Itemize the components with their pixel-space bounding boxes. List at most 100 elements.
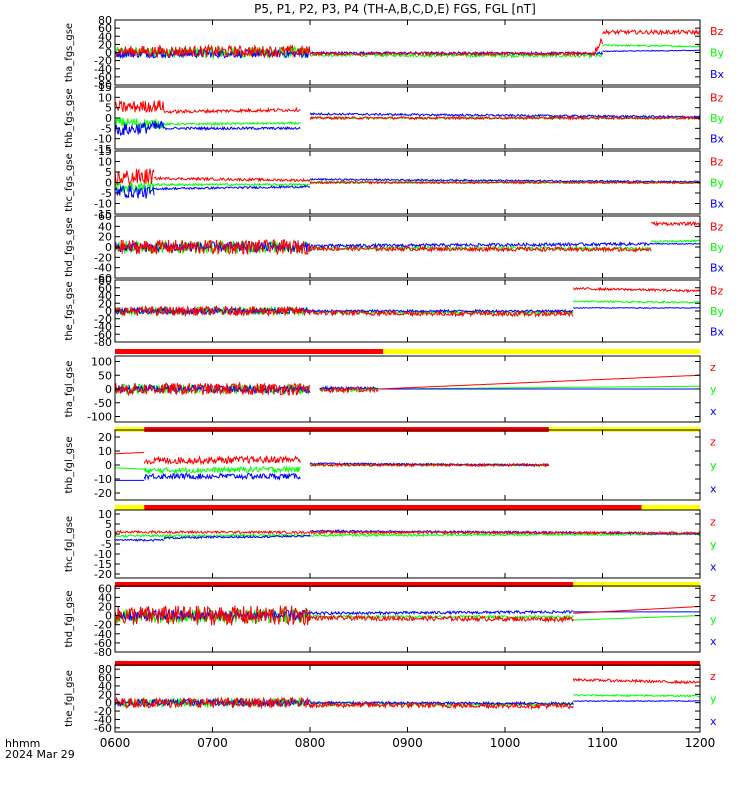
y-tick-label: 15 — [98, 81, 112, 94]
y-axis-label: thd_fgl_gse — [64, 591, 75, 648]
y-tick-label: -80 — [94, 336, 112, 349]
y-tick-label: 10 — [98, 508, 112, 521]
y-tick-label: -40 — [94, 262, 112, 275]
mode-bar-red — [115, 582, 574, 587]
y-tick-label: 15 — [98, 145, 112, 158]
y-tick-label: 5 — [105, 518, 112, 531]
y-tick-label: 5 — [105, 102, 112, 115]
series-line-z — [115, 529, 700, 536]
x-tick-label: 0700 — [197, 736, 228, 750]
legend-entry-x: x — [710, 405, 717, 418]
series-line-z — [115, 99, 700, 121]
plot-title: P5, P1, P2, P3, P4 (TH-A,B,C,D,E) FGS, F… — [254, 2, 536, 16]
y-tick-label: -15 — [94, 143, 112, 156]
legend-entry-bx: Bx — [710, 133, 725, 146]
x-tick-label: 0900 — [392, 736, 423, 750]
y-tick-label: 10 — [98, 445, 112, 458]
y-tick-label: -10 — [94, 133, 112, 146]
mode-bar-yellow — [383, 349, 700, 354]
panel-frame — [114, 664, 701, 733]
series-group — [115, 374, 700, 397]
y-tick-label: -20 — [94, 487, 112, 500]
y-tick-label: -60 — [94, 637, 112, 650]
y-axis-label: tha_fgl_gse — [64, 361, 75, 418]
legend-entry-y: y — [710, 459, 717, 472]
y-tick-label: -20 — [94, 55, 112, 68]
y-tick-label: -80 — [94, 646, 112, 659]
y-tick-label: -40 — [94, 321, 112, 334]
x-tick-label: 1200 — [685, 736, 716, 750]
legend-entry-by: By — [710, 177, 725, 190]
y-tick-label: 60 — [98, 282, 112, 295]
series-line-z — [115, 220, 700, 256]
y-axis-label: thc_fgs_gse — [64, 153, 75, 212]
series-group — [115, 28, 700, 61]
legend-entry-y: y — [710, 613, 717, 626]
y-tick-label: -40 — [94, 628, 112, 641]
legend-entry-bz: Bz — [710, 25, 724, 38]
y-tick-label: 0 — [105, 459, 112, 472]
y-tick-label: 40 — [98, 680, 112, 693]
legend-entry-x: x — [710, 561, 717, 574]
y-tick-label: 0 — [105, 610, 112, 623]
mode-bar-yellow — [573, 582, 700, 587]
legend-entry-bx: Bx — [710, 326, 725, 339]
y-tick-label: 0 — [105, 112, 112, 125]
y-axis-label: the_fgs_gse — [64, 281, 75, 340]
y-axis-label: the_fgl_gse — [64, 670, 75, 727]
y-tick-label: -10 — [94, 548, 112, 561]
y-tick-label: -20 — [94, 251, 112, 264]
y-tick-label: -40 — [94, 713, 112, 726]
series-group — [115, 168, 700, 199]
y-axis-label: tha_fgs_gse — [64, 23, 75, 82]
legend-entry-z: z — [710, 436, 716, 449]
y-tick-label: 0 — [105, 305, 112, 318]
y-tick-label: 0 — [105, 383, 112, 396]
x-tick-label: 0600 — [100, 736, 131, 750]
y-axis-label: thc_fgl_gse — [64, 516, 75, 572]
y-tick-label: 50 — [98, 369, 112, 382]
legend-entry-x: x — [710, 715, 717, 728]
y-tick-label: 0 — [105, 47, 112, 60]
y-tick-label: 40 — [98, 220, 112, 233]
y-tick-label: 40 — [98, 30, 112, 43]
legend-entry-z: z — [710, 361, 716, 374]
y-tick-label: -60 — [94, 272, 112, 285]
y-tick-label: -5 — [101, 538, 112, 551]
legend-entry-z: z — [710, 670, 716, 683]
y-tick-label: 20 — [98, 600, 112, 613]
y-tick-label: -20 — [94, 568, 112, 581]
legend-entry-bz: Bz — [710, 220, 724, 233]
series-line-z — [115, 286, 700, 318]
date-label: 2024 Mar 29 — [5, 748, 75, 761]
y-tick-label: 60 — [98, 210, 112, 223]
mode-bar-yellow — [641, 505, 700, 510]
series-line-x — [115, 306, 700, 316]
series-group — [115, 529, 700, 542]
y-tick-label: 60 — [98, 672, 112, 685]
y-tick-label: -60 — [94, 71, 112, 84]
series-group — [115, 99, 700, 136]
time-axis: 0600 0700 0800 0900 1000 1100 1200 — [100, 736, 716, 750]
y-tick-label: -10 — [94, 473, 112, 486]
y-tick-label: 20 — [98, 431, 112, 444]
series-group — [115, 286, 700, 318]
mode-bar-yellow — [115, 505, 145, 510]
mode-bar-red — [115, 661, 700, 666]
series-line-x — [115, 177, 700, 199]
mode-bar-red — [115, 349, 384, 354]
y-tick-label: -60 — [94, 722, 112, 735]
y-tick-label: 0 — [105, 177, 112, 190]
series-line-z — [115, 451, 550, 468]
series-group — [115, 451, 550, 481]
legend-entry-y: y — [710, 383, 717, 396]
